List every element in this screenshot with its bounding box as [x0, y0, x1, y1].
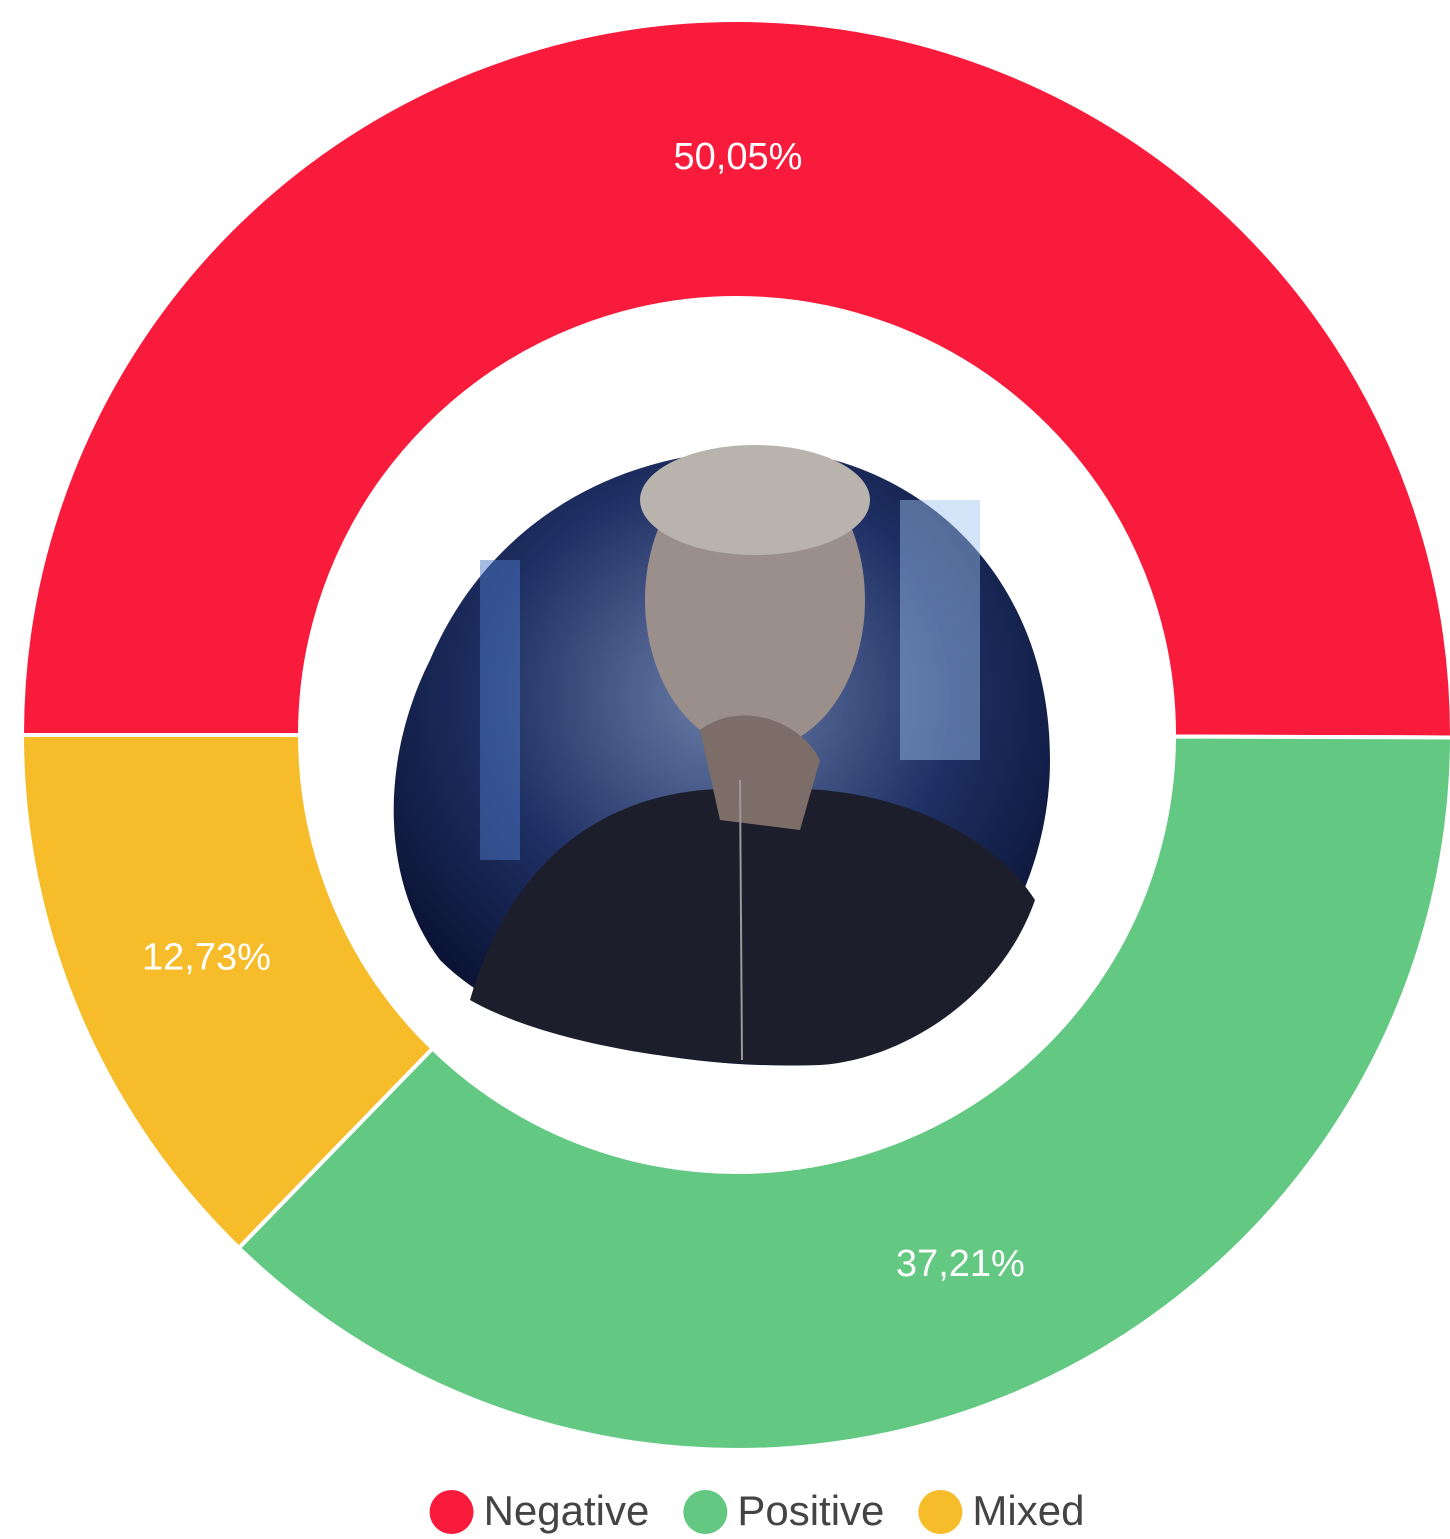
legend-label: Mixed — [972, 1487, 1084, 1534]
value-label: 12,73% — [142, 936, 271, 978]
center-photo — [394, 445, 1050, 1066]
legend-label: Positive — [737, 1487, 884, 1534]
chart: 50,05% 37,21% 12,73% Negative Positive Mixed — [0, 0, 1450, 1539]
value-label: 37,21% — [896, 1243, 1025, 1285]
legend-marker — [683, 1490, 727, 1534]
legend-marker — [430, 1490, 474, 1534]
value-label: 50,05% — [674, 136, 803, 178]
legend: Negative Positive Mixed — [430, 1487, 1085, 1534]
legend-marker — [918, 1490, 962, 1534]
legend-label: Negative — [484, 1487, 650, 1534]
